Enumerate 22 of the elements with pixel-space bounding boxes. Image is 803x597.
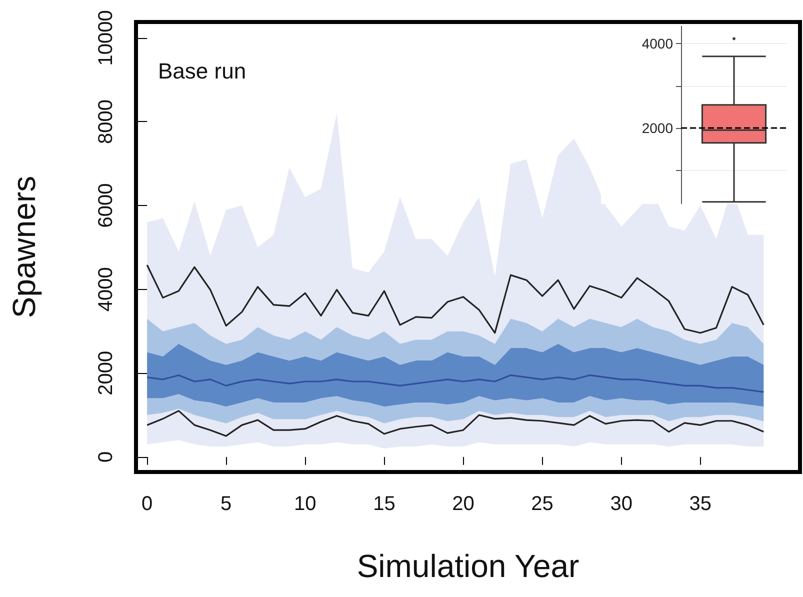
x-axis-title: Simulation Year [356,548,580,584]
annotation: Base run [158,58,246,84]
line-series [146,374,764,393]
x-tick-label: 30 [610,493,632,515]
x-tick-label: 25 [531,493,554,515]
x-tick-label: 5 [220,493,232,515]
x-tick-label: 15 [373,493,396,515]
y-tick-label: 2000 [642,120,674,136]
y-axis-title: Spawners [6,176,42,318]
line-series [146,264,764,334]
y-tick-label: 4000 [642,36,674,52]
x-tick-label: 10 [294,493,316,515]
y-tick-label: 6000 [95,183,117,228]
x-tick-label: 35 [689,493,712,515]
x-tick-label: 0 [142,493,153,515]
y-tick-label: 10000 [95,10,117,66]
y-tick-label: 4000 [95,267,117,312]
line-series [146,410,764,437]
y-tick-label: 8000 [95,99,117,144]
y-tick-label: 0 [95,451,117,462]
y-tick-label: 2000 [95,350,117,396]
x-tick-label: 20 [452,493,474,515]
